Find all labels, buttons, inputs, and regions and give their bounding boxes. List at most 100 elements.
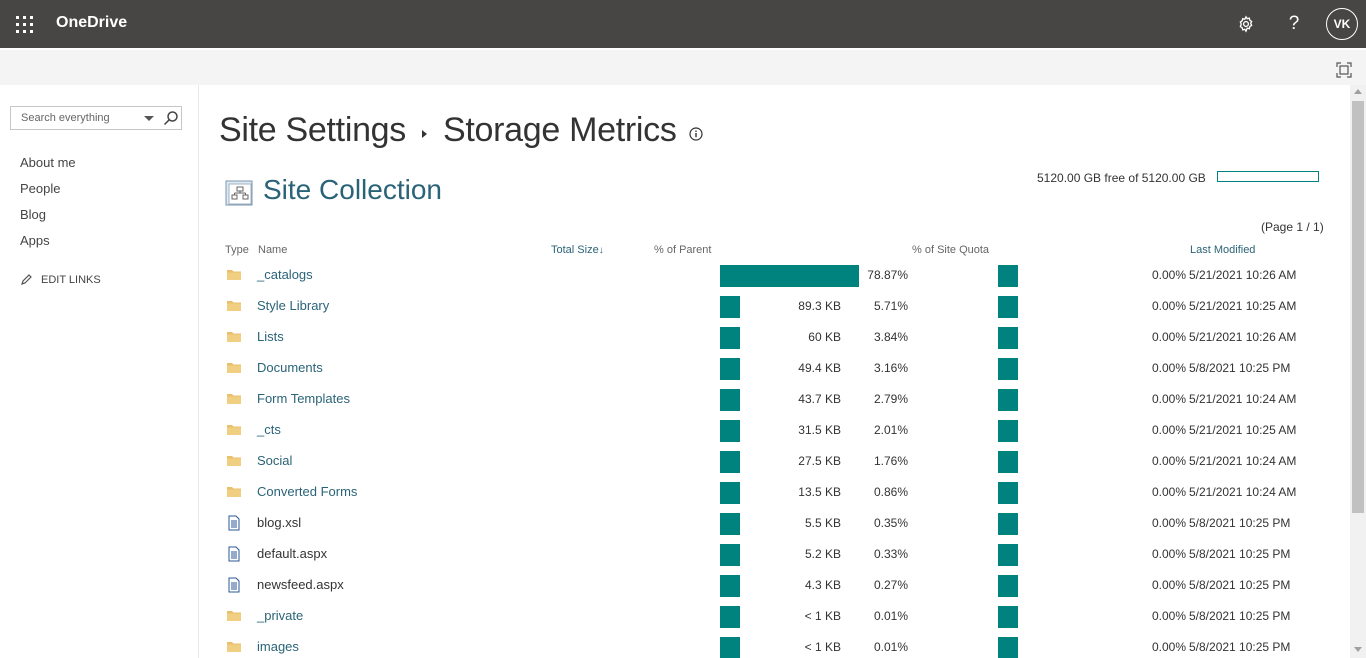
folder-link[interactable]: _cts bbox=[257, 422, 281, 437]
percent-parent-cell: 2.01% bbox=[873, 423, 908, 437]
percent-quota-cell: 0.00% bbox=[1151, 640, 1186, 654]
folder-icon bbox=[227, 611, 241, 621]
folder-icon bbox=[227, 270, 241, 280]
last-modified-cell: 5/8/2021 10:25 PM bbox=[1189, 640, 1291, 654]
quota-text: 5120.00 GB free of 5120.00 GB bbox=[1037, 171, 1206, 185]
total-size-cell: 13.5 KB bbox=[798, 485, 841, 499]
percent-parent-cell: 0.01% bbox=[873, 640, 908, 654]
last-modified-cell: 5/21/2021 10:24 AM bbox=[1189, 392, 1297, 406]
percent-quota-cell: 0.00% bbox=[1151, 454, 1186, 468]
folder-icon bbox=[227, 394, 241, 404]
percent-quota-cell: 0.00% bbox=[1151, 361, 1186, 375]
folder-link[interactable]: images bbox=[257, 639, 299, 654]
percent-quota-bar bbox=[998, 358, 1018, 380]
folder-icon bbox=[227, 332, 241, 342]
total-size-cell: 27.5 KB bbox=[798, 454, 841, 468]
page-title: Site Settings Storage Metrics bbox=[219, 111, 703, 150]
table-row: _private < 1 KB 0.01% 0.00% 5/8/2021 10:25 P… bbox=[200, 602, 1350, 633]
table-row: newsfeed.aspx 4.3 KB 0.27% 0.00% 5/8/2021 10… bbox=[200, 571, 1350, 602]
nav-item-apps[interactable]: Apps bbox=[20, 233, 50, 248]
pencil-icon bbox=[21, 274, 32, 285]
breadcrumb-site-settings[interactable]: Site Settings bbox=[219, 111, 406, 149]
folder-link[interactable]: Social bbox=[257, 453, 293, 468]
percent-parent-cell: 0.35% bbox=[873, 516, 908, 530]
percent-quota-bar bbox=[998, 575, 1018, 597]
percent-parent-bar bbox=[720, 296, 740, 318]
breadcrumb-current: Storage Metrics bbox=[443, 111, 677, 149]
percent-quota-cell: 0.00% bbox=[1151, 609, 1186, 623]
app-name-link[interactable]: OneDrive bbox=[56, 14, 128, 31]
total-size-cell: 43.7 KB bbox=[798, 392, 841, 406]
edit-links-button[interactable]: EDIT LINKS bbox=[20, 273, 101, 286]
app-launcher-icon[interactable] bbox=[0, 0, 48, 48]
column-header-type: Type bbox=[225, 244, 249, 256]
percent-quota-bar bbox=[998, 544, 1018, 566]
folder-icon bbox=[227, 363, 241, 373]
percent-quota-cell: 0.00% bbox=[1151, 578, 1186, 592]
percent-quota-bar bbox=[998, 637, 1018, 658]
last-modified-cell: 5/21/2021 10:25 AM bbox=[1189, 299, 1297, 313]
nav-item-blog[interactable]: Blog bbox=[20, 207, 47, 222]
nav-item-people[interactable]: People bbox=[20, 181, 61, 196]
percent-parent-bar bbox=[720, 389, 740, 411]
search-scope-dropdown-icon[interactable] bbox=[142, 111, 156, 125]
folder-icon bbox=[227, 642, 241, 652]
total-size-cell: < 1 KB bbox=[804, 609, 841, 623]
quota-progress-bar bbox=[1217, 171, 1319, 182]
folder-link[interactable]: Lists bbox=[257, 329, 284, 344]
search-icon[interactable] bbox=[163, 110, 179, 126]
percent-parent-cell: 3.16% bbox=[873, 361, 908, 375]
folder-link[interactable]: Form Templates bbox=[257, 391, 350, 406]
file-icon bbox=[228, 546, 240, 562]
folder-icon bbox=[227, 456, 241, 466]
folder-link[interactable]: _catalogs bbox=[257, 267, 313, 282]
file-icon bbox=[228, 577, 240, 593]
percent-parent-cell: 0.01% bbox=[873, 609, 908, 623]
folder-icon bbox=[227, 425, 241, 435]
focus-mode-icon[interactable] bbox=[1336, 62, 1352, 78]
percent-parent-bar bbox=[720, 637, 740, 658]
ribbon bbox=[0, 48, 1366, 85]
file-name: blog.xsl bbox=[257, 515, 302, 530]
last-modified-cell: 5/8/2021 10:25 PM bbox=[1189, 547, 1291, 561]
percent-parent-bar bbox=[720, 513, 740, 535]
column-header-total-size[interactable]: Total Size↓ bbox=[551, 244, 604, 256]
folder-link[interactable]: Converted Forms bbox=[257, 484, 358, 499]
percent-quota-cell: 0.00% bbox=[1151, 423, 1186, 437]
last-modified-cell: 5/21/2021 10:26 AM bbox=[1189, 268, 1297, 282]
table-row: Form Templates 43.7 KB 2.79% 0.00% 5/21/2021… bbox=[200, 385, 1350, 416]
total-size-cell: 31.5 KB bbox=[798, 423, 841, 437]
percent-parent-cell: 5.71% bbox=[873, 299, 908, 313]
nav-item-about-me[interactable]: About me bbox=[20, 155, 76, 170]
file-icon bbox=[228, 515, 240, 531]
percent-parent-cell: 0.27% bbox=[873, 578, 908, 592]
info-icon[interactable] bbox=[688, 126, 703, 141]
scroll-down-icon[interactable] bbox=[1354, 647, 1362, 652]
percent-quota-bar bbox=[998, 482, 1018, 504]
table-row: Style Library 89.3 KB 5.71% 0.00% 5/21/2021 … bbox=[200, 292, 1350, 323]
table-row: images < 1 KB 0.01% 0.00% 5/8/2021 10:25 PM bbox=[200, 633, 1350, 658]
percent-parent-bar bbox=[720, 482, 740, 504]
gear-icon[interactable] bbox=[1230, 8, 1262, 40]
sort-descending-icon: ↓ bbox=[598, 245, 604, 256]
percent-parent-bar bbox=[720, 420, 740, 442]
total-size-cell: 5.2 KB bbox=[804, 547, 841, 561]
file-name: newsfeed.aspx bbox=[257, 577, 344, 592]
percent-quota-bar bbox=[998, 513, 1018, 535]
scroll-up-icon[interactable] bbox=[1354, 89, 1362, 94]
left-navigation: About me People Blog Apps EDIT LINKS bbox=[0, 85, 199, 658]
help-icon[interactable]: ? bbox=[1288, 13, 1300, 34]
column-header-last-modified[interactable]: Last Modified bbox=[1190, 244, 1256, 256]
vertical-scrollbar[interactable] bbox=[1350, 85, 1366, 658]
percent-quota-bar bbox=[998, 327, 1018, 349]
main-content: Site Settings Storage Metrics Site Colle… bbox=[200, 85, 1350, 658]
avatar[interactable]: VK bbox=[1326, 8, 1358, 40]
scroll-thumb[interactable] bbox=[1352, 101, 1364, 513]
folder-link[interactable]: Documents bbox=[257, 360, 323, 375]
folder-link[interactable]: _private bbox=[257, 608, 304, 623]
folder-link[interactable]: Style Library bbox=[257, 298, 330, 313]
site-collection-icon bbox=[225, 180, 253, 206]
search-input[interactable] bbox=[11, 107, 137, 129]
section-title: Site Collection bbox=[263, 174, 442, 205]
percent-parent-cell: 3.84% bbox=[873, 330, 908, 344]
